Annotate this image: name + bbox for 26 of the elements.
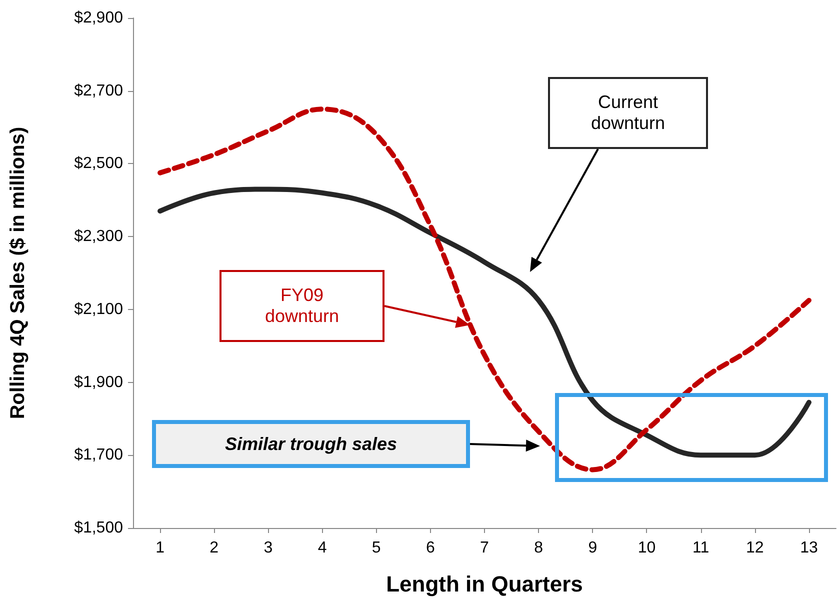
x-tick-label: 4: [318, 540, 327, 556]
x-tick-label: 3: [264, 540, 273, 556]
y-tick-label: $2,300: [74, 228, 124, 246]
y-tick-label: $2,700: [74, 82, 124, 100]
callout-box: Current downturn: [548, 77, 708, 149]
x-tick-label: 6: [426, 540, 435, 556]
y-axis-title: Rolling 4Q Sales ($ in millions): [7, 126, 29, 420]
callout-box: FY09 downturn: [220, 270, 384, 342]
x-tick-label: 12: [746, 540, 764, 556]
y-tick-label: $1,500: [74, 520, 124, 536]
y-tick-label: $2,100: [74, 300, 124, 318]
x-tick-label: 10: [638, 540, 656, 556]
x-tick-label: 2: [210, 540, 219, 556]
x-tick-label: 8: [534, 540, 544, 556]
y-tick-label: $1,700: [74, 446, 124, 464]
callout-box: Similar trough sales: [152, 420, 470, 468]
x-tick-label: 5: [372, 540, 381, 556]
y-tick-label: $1,900: [74, 374, 124, 391]
y-tick-label: $2,500: [74, 155, 124, 172]
x-tick-label: 7: [480, 540, 490, 556]
x-tick-label: 1: [156, 540, 165, 556]
x-axis-title: Length in Quarters: [386, 572, 583, 596]
x-tick-label: 11: [692, 540, 710, 556]
x-tick-label: 13: [800, 540, 818, 556]
y-tick-label: $2,900: [74, 10, 124, 26]
x-tick-label: 9: [588, 540, 598, 556]
